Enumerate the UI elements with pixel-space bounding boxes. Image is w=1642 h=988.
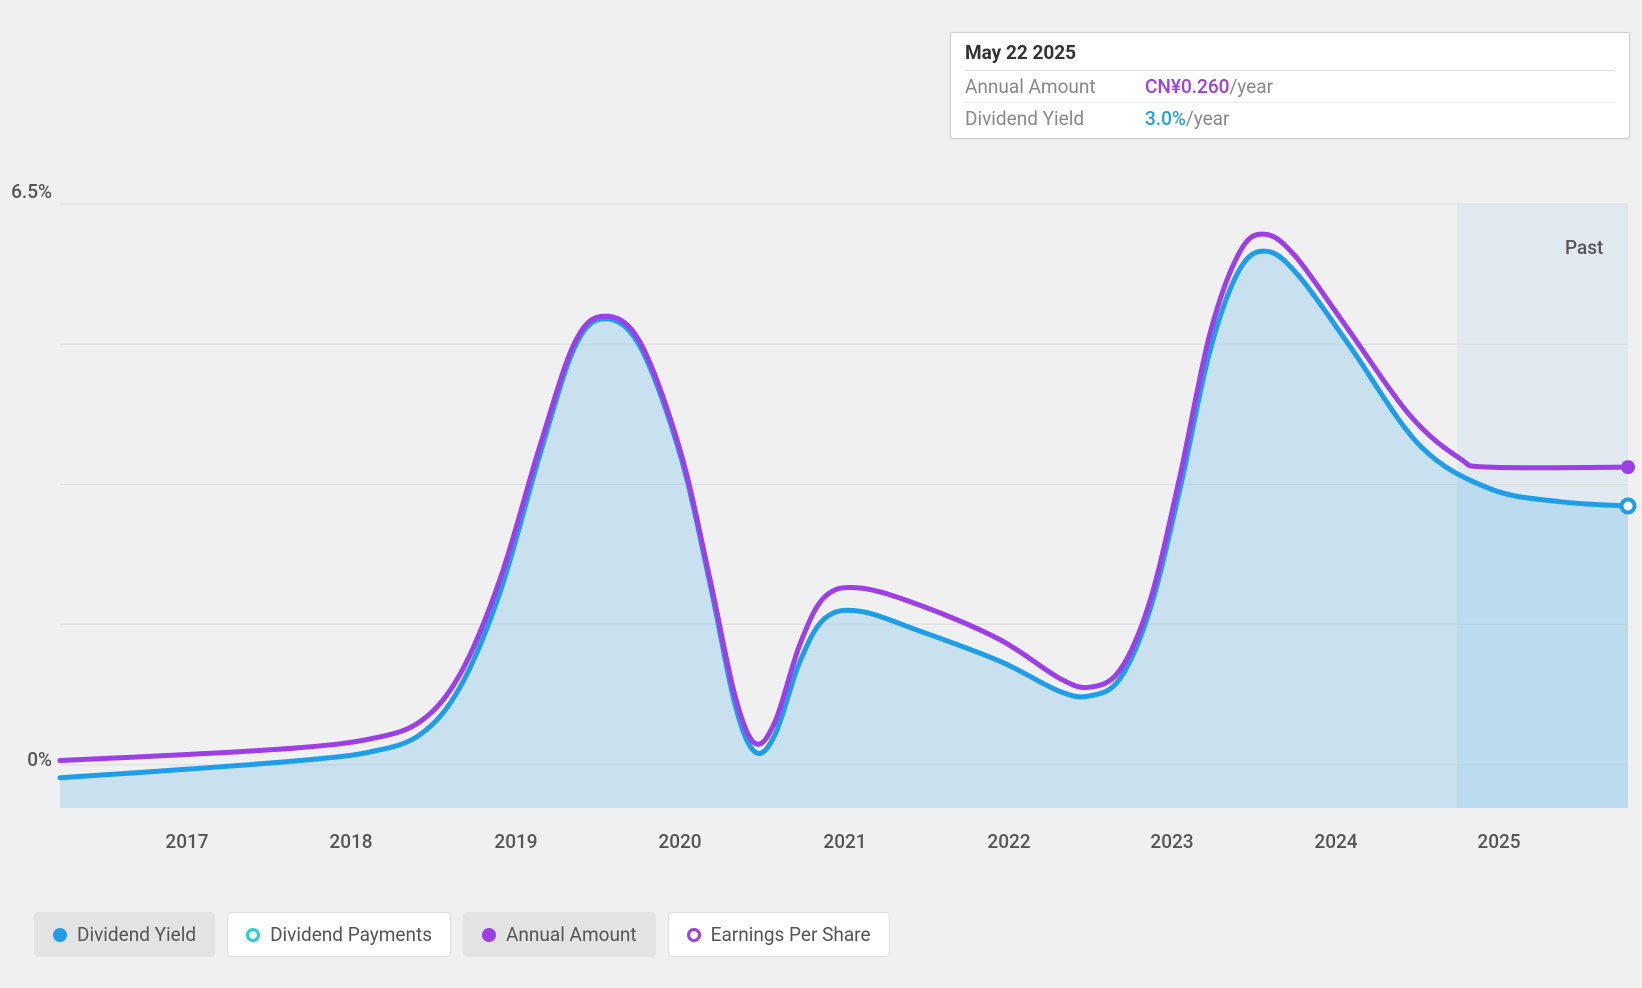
x-axis-label: 2019	[494, 830, 537, 853]
legend-label: Earnings Per Share	[711, 923, 871, 946]
tooltip-row-dividend-yield: Dividend Yield 3.0%/year	[965, 103, 1615, 134]
annual-amount-endpoint	[1622, 461, 1635, 474]
tooltip-label: Dividend Yield	[965, 107, 1145, 130]
legend-item[interactable]: Annual Amount	[463, 912, 656, 957]
dividend-yield-area	[60, 251, 1628, 808]
x-axis-label: 2025	[1477, 830, 1520, 853]
legend-label: Annual Amount	[506, 923, 637, 946]
y-axis-label: 6.5%	[0, 180, 52, 203]
chart-svg	[0, 0, 1642, 988]
tooltip-unit: /year	[1186, 107, 1230, 130]
x-axis-label: 2022	[987, 830, 1030, 853]
chart-container: May 22 2025 Annual Amount CN¥0.260/year …	[0, 0, 1642, 988]
legend-item[interactable]: Dividend Payments	[227, 912, 451, 957]
legend-dot-icon	[53, 928, 67, 942]
x-axis-label: 2020	[658, 830, 701, 853]
legend-item[interactable]: Earnings Per Share	[668, 912, 890, 957]
legend-label: Dividend Payments	[270, 923, 432, 946]
x-axis-label: 2018	[329, 830, 372, 853]
legend: Dividend Yield Dividend Payments Annual Am…	[34, 912, 890, 957]
tooltip-row-annual-amount: Annual Amount CN¥0.260/year	[965, 71, 1615, 103]
tooltip-value: CN¥0.260	[1145, 75, 1229, 98]
x-axis-label: 2017	[165, 830, 208, 853]
tooltip-date: May 22 2025	[965, 41, 1615, 71]
dividend-yield-endpoint	[1622, 500, 1635, 513]
x-axis-label: 2021	[823, 830, 866, 853]
x-axis-label: 2024	[1314, 830, 1357, 853]
tooltip-unit: /year	[1229, 75, 1273, 98]
legend-item[interactable]: Dividend Yield	[34, 912, 215, 957]
y-axis-label: 0%	[0, 748, 52, 771]
x-axis-label: 2023	[1150, 830, 1193, 853]
legend-ring-icon	[246, 928, 260, 942]
legend-ring-icon	[687, 928, 701, 942]
legend-label: Dividend Yield	[77, 923, 196, 946]
legend-dot-icon	[482, 928, 496, 942]
tooltip-label: Annual Amount	[965, 75, 1145, 98]
past-label: Past	[1565, 236, 1603, 259]
tooltip-value: 3.0%	[1145, 107, 1186, 130]
chart-tooltip: May 22 2025 Annual Amount CN¥0.260/year …	[950, 32, 1630, 139]
